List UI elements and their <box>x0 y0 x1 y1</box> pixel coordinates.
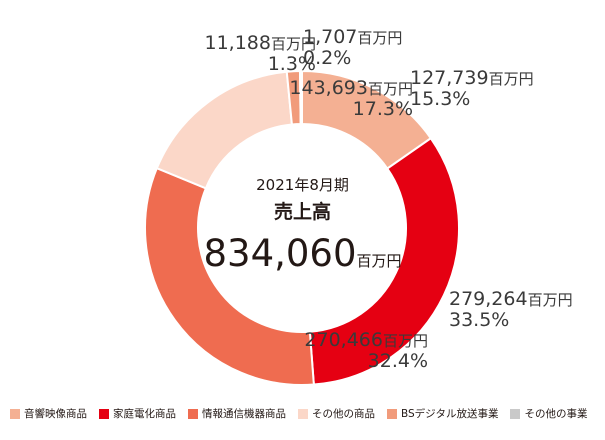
slice-label-av-products: 127,739百万円 15.3% <box>410 68 534 109</box>
slice-unit: 百万円 <box>382 332 428 350</box>
slice-percent: 15.3% <box>410 88 471 110</box>
legend-label: BSデジタル放送事業 <box>401 408 499 420</box>
legend-label: 家庭電化商品 <box>113 408 176 420</box>
legend-label: 音響映像商品 <box>24 408 87 420</box>
slice-percent: 0.2% <box>303 47 352 69</box>
legend-swatch <box>99 408 109 419</box>
slice-unit: 百万円 <box>527 291 573 309</box>
legend-label: 情報通信機器商品 <box>202 408 286 420</box>
slice-percent: 17.3% <box>352 98 413 120</box>
legend: 音響映像商品 家庭電化商品 情報通信機器商品 その他の商品 BSデジタル放送事業 その他の… <box>10 406 605 421</box>
slice-percent: 1.3% <box>267 53 316 75</box>
slice-label-other-businesses: 1,707百万円 0.2% <box>303 27 402 68</box>
slice-info-comm-equipment <box>144 166 315 386</box>
legend-item-other-products: その他の商品 <box>298 406 375 421</box>
legend-item-bs-digital-broadcast: BSデジタル放送事業 <box>387 406 498 421</box>
slice-other-products <box>155 70 294 190</box>
slice-other-businesses <box>298 69 303 126</box>
legend-item-av-products: 音響映像商品 <box>10 406 87 421</box>
slice-value: 11,188 <box>204 32 271 54</box>
slice-percent: 32.4% <box>367 350 428 372</box>
slice-label-other-products: 143,693百万円 17.3% <box>289 78 413 119</box>
legend-swatch <box>510 408 521 419</box>
slice-unit: 百万円 <box>488 70 534 88</box>
legend-swatch <box>298 408 308 419</box>
slice-unit: 百万円 <box>367 80 413 98</box>
slice-percent: 33.5% <box>449 309 510 331</box>
legend-swatch <box>10 408 20 419</box>
legend-label: その他の商品 <box>312 408 375 420</box>
slice-value: 127,739 <box>410 67 489 89</box>
legend-item-other-businesses: その他の事業 <box>510 406 587 421</box>
total-value: 834,060 <box>203 232 357 275</box>
chart-subtitle: 2021年8月期 <box>256 176 349 194</box>
slice-unit: 百万円 <box>357 29 403 47</box>
total-sales: 834,060百万円 <box>0 232 605 275</box>
slice-value: 1,707 <box>303 26 358 48</box>
slice-value: 143,693 <box>289 77 368 99</box>
chart-title: 売上高 <box>273 201 331 223</box>
legend-item-home-appliances: 家庭電化商品 <box>99 406 176 421</box>
legend-item-info-comm-equipment: 情報通信機器商品 <box>188 406 286 421</box>
slice-label-bs-digital-broadcast: 11,188百万円 1.3% <box>205 33 317 74</box>
slice-label-home-appliances: 279,264百万円 33.5% <box>449 289 573 330</box>
slice-value: 279,264 <box>449 288 528 310</box>
legend-swatch <box>387 408 397 419</box>
slice-unit: 百万円 <box>270 35 316 53</box>
slice-home-appliances <box>308 136 460 386</box>
legend-swatch <box>188 408 198 419</box>
slice-label-info-comm-equipment: 270,466百万円 32.4% <box>304 330 428 371</box>
slice-value: 270,466 <box>304 329 383 351</box>
total-unit: 百万円 <box>356 252 402 270</box>
legend-label: その他の事業 <box>524 408 588 420</box>
